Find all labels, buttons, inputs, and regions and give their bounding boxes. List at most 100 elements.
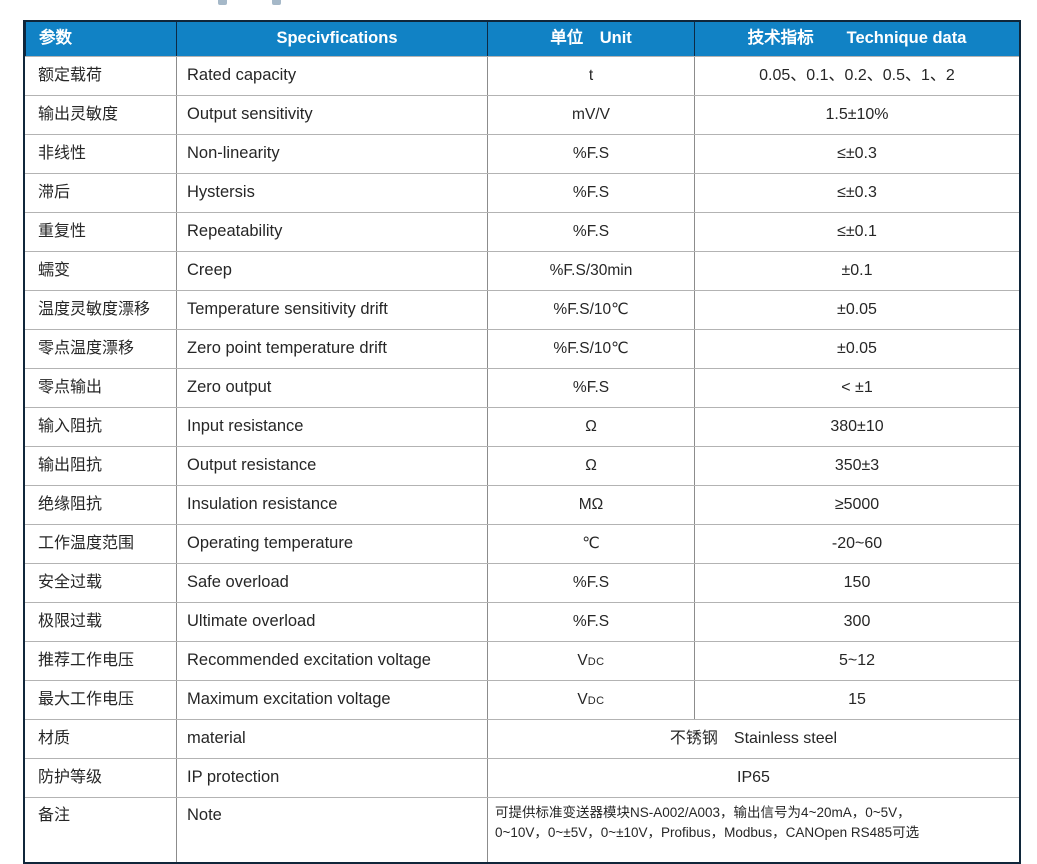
table-row: 输出阻抗 Output resistance Ω 350±3 bbox=[25, 446, 1019, 485]
value-cell: IP65 bbox=[487, 759, 1019, 797]
table-row: 重复性 Repeatability %F.S ≤±0.1 bbox=[25, 212, 1019, 251]
unit-cell: %F.S bbox=[487, 135, 694, 173]
header-cell-spec: Specivfications bbox=[176, 22, 487, 56]
value-cell: ≤±0.3 bbox=[694, 174, 1019, 212]
unit-cell: %F.S bbox=[487, 174, 694, 212]
unit-cell: %F.S bbox=[487, 564, 694, 602]
spec-en-cell: Repeatability bbox=[176, 213, 487, 251]
spec-en-cell: Output resistance bbox=[176, 447, 487, 485]
spec-en-cell: Creep bbox=[176, 252, 487, 290]
param-zh-cell: 安全过载 bbox=[38, 574, 103, 592]
unit-cell: Ω bbox=[487, 447, 694, 485]
param-zh-cell: 工作温度范围 bbox=[38, 535, 135, 553]
value-cell: < ±1 bbox=[694, 369, 1019, 407]
table-row: 最大工作电压 Maximum excitation voltage V DC 15 bbox=[25, 680, 1019, 719]
spec-en-cell: Insulation resistance bbox=[176, 486, 487, 524]
table-row: 额定载荷 Rated capacity t 0.05、0.1、0.2、0.5、1… bbox=[25, 56, 1019, 95]
table-row: 温度灵敏度漂移 Temperature sensitivity drift %F… bbox=[25, 290, 1019, 329]
table-row: 零点温度漂移 Zero point temperature drift %F.S… bbox=[25, 329, 1019, 368]
param-zh-cell: 重复性 bbox=[38, 223, 87, 241]
cropped-text-remnant bbox=[272, 0, 281, 5]
value-cell: 150 bbox=[694, 564, 1019, 602]
spec-table: 参数 Specivfications 单位 Unit 技术指标 Techniqu… bbox=[23, 20, 1021, 864]
param-zh-cell: 额定载荷 bbox=[38, 67, 103, 85]
spec-en-cell: Safe overload bbox=[176, 564, 487, 602]
param-zh-cell: 蠕变 bbox=[38, 262, 71, 280]
table-row: 极限过载 Ultimate overload %F.S 300 bbox=[25, 602, 1019, 641]
value-cell: 不锈钢 Stainless steel bbox=[487, 720, 1019, 758]
param-zh-cell: 滞后 bbox=[38, 184, 71, 202]
value-cell: 350±3 bbox=[694, 447, 1019, 485]
param-zh-cell: 备注 bbox=[38, 807, 71, 824]
spec-en-cell: Zero point temperature drift bbox=[176, 330, 487, 368]
unit-cell: %F.S/30min bbox=[487, 252, 694, 290]
value-cell: ±0.05 bbox=[694, 291, 1019, 329]
value-cell: ±0.05 bbox=[694, 330, 1019, 368]
param-zh-cell: 材质 bbox=[38, 730, 71, 748]
param-zh-cell: 非线性 bbox=[38, 145, 87, 163]
table-row: 滞后 Hystersis %F.S ≤±0.3 bbox=[25, 173, 1019, 212]
table-row: 零点输出 Zero output %F.S < ±1 bbox=[25, 368, 1019, 407]
header-cell-data: 技术指标 Technique data bbox=[694, 22, 1019, 56]
table-row: 材质 material 不锈钢 Stainless steel bbox=[25, 719, 1019, 758]
table-row: 输出灵敏度 Output sensitivity mV/V 1.5±10% bbox=[25, 95, 1019, 134]
spec-en-cell: Temperature sensitivity drift bbox=[176, 291, 487, 329]
unit-cell: ℃ bbox=[487, 525, 694, 563]
value-cell: 0.05、0.1、0.2、0.5、1、2 bbox=[694, 57, 1019, 95]
unit-cell: V DC bbox=[487, 642, 694, 680]
table-row: 安全过载 Safe overload %F.S 150 bbox=[25, 563, 1019, 602]
unit-cell: %F.S bbox=[487, 603, 694, 641]
unit-cell: %F.S bbox=[487, 369, 694, 407]
param-zh-cell: 输入阻抗 bbox=[38, 418, 103, 436]
value-cell: 5~12 bbox=[694, 642, 1019, 680]
spec-en-cell: Hystersis bbox=[176, 174, 487, 212]
spec-en-cell: Output sensitivity bbox=[176, 96, 487, 134]
spec-en-cell: Recommended excitation voltage bbox=[176, 642, 487, 680]
value-cell: 300 bbox=[694, 603, 1019, 641]
spec-en-cell: Ultimate overload bbox=[176, 603, 487, 641]
spec-en-cell: Zero output bbox=[176, 369, 487, 407]
cropped-text-remnant bbox=[218, 0, 227, 5]
unit-cell: V DC bbox=[487, 681, 694, 719]
spec-en-cell: Rated capacity bbox=[176, 57, 487, 95]
param-zh-cell: 防护等级 bbox=[38, 769, 103, 787]
header-row: 参数 Specivfications 单位 Unit 技术指标 Techniqu… bbox=[25, 22, 1019, 56]
value-cell: 1.5±10% bbox=[694, 96, 1019, 134]
value-cell: ≤±0.3 bbox=[694, 135, 1019, 173]
table-row: 输入阻抗 Input resistance Ω 380±10 bbox=[25, 407, 1019, 446]
param-zh-cell: 输出阻抗 bbox=[38, 457, 103, 475]
table-row: 防护等级 IP protection IP65 bbox=[25, 758, 1019, 797]
param-zh-cell: 输出灵敏度 bbox=[38, 106, 119, 124]
spec-en-cell: Maximum excitation voltage bbox=[176, 681, 487, 719]
value-cell: 380±10 bbox=[694, 408, 1019, 446]
unit-cell: Ω bbox=[487, 408, 694, 446]
table-row: 蠕变 Creep %F.S/30min ±0.1 bbox=[25, 251, 1019, 290]
param-zh-cell: 零点温度漂移 bbox=[38, 340, 135, 358]
table-row: 非线性 Non-linearity %F.S ≤±0.3 bbox=[25, 134, 1019, 173]
table-row: 工作温度范围 Operating temperature ℃ -20~60 bbox=[25, 524, 1019, 563]
header-cell-param: 参数 bbox=[25, 22, 176, 56]
unit-cell: MΩ bbox=[487, 486, 694, 524]
value-cell: 15 bbox=[694, 681, 1019, 719]
param-zh-cell: 极限过载 bbox=[38, 613, 103, 631]
table-row: 备注 Note 可提供标准变送器模块NS-A002/A003，输出信号为4~20… bbox=[25, 797, 1019, 862]
spec-table-body: 额定载荷 Rated capacity t 0.05、0.1、0.2、0.5、1… bbox=[25, 56, 1019, 862]
value-cell: ±0.1 bbox=[694, 252, 1019, 290]
value-cell: ≤±0.1 bbox=[694, 213, 1019, 251]
unit-cell: %F.S/10℃ bbox=[487, 330, 694, 368]
spec-en-cell: IP protection bbox=[176, 759, 487, 797]
spec-en-cell: Input resistance bbox=[176, 408, 487, 446]
spec-en-cell: Non-linearity bbox=[176, 135, 487, 173]
value-cell: ≥5000 bbox=[694, 486, 1019, 524]
unit-cell: %F.S bbox=[487, 213, 694, 251]
unit-cell: mV/V bbox=[487, 96, 694, 134]
spec-en-cell: material bbox=[176, 720, 487, 758]
param-zh-cell: 最大工作电压 bbox=[38, 691, 135, 709]
spec-en-cell: Operating temperature bbox=[176, 525, 487, 563]
unit-cell: %F.S/10℃ bbox=[487, 291, 694, 329]
unit-cell: t bbox=[487, 57, 694, 95]
note-cell: 可提供标准变送器模块NS-A002/A003，输出信号为4~20mA，0~5V，… bbox=[487, 798, 1019, 862]
param-zh-cell: 推荐工作电压 bbox=[38, 652, 135, 670]
param-zh-cell: 零点输出 bbox=[38, 379, 103, 397]
